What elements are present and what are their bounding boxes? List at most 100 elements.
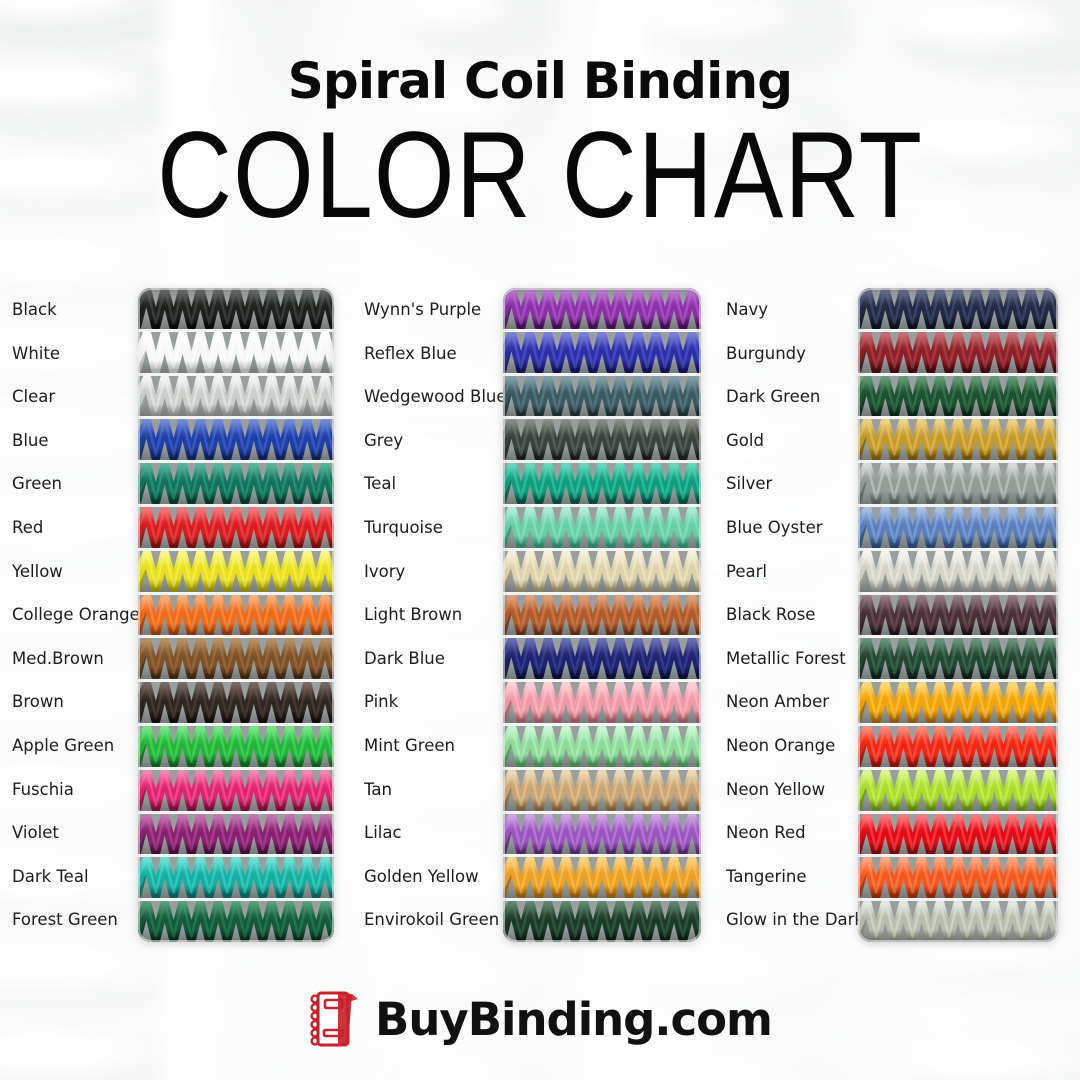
page-header: Spiral Coil Binding COLOR CHART xyxy=(0,0,1080,240)
logo-wordmark: BuyBinding.com xyxy=(375,992,773,1046)
color-swatch-row[interactable] xyxy=(138,682,334,726)
color-swatch-row[interactable] xyxy=(138,638,334,683)
color-swatch-row[interactable] xyxy=(858,901,1058,942)
color-label: Golden Yellow xyxy=(364,866,479,886)
color-label: Forest Green xyxy=(12,910,118,930)
color-swatch-row[interactable] xyxy=(503,288,701,332)
color-swatch-row[interactable] xyxy=(503,901,701,942)
color-swatch-row[interactable] xyxy=(858,682,1058,726)
color-swatch-row[interactable] xyxy=(138,813,334,858)
color-label: Burgundy xyxy=(726,343,806,363)
color-swatch-row[interactable] xyxy=(858,725,1058,770)
color-label: Envirokoil Green xyxy=(364,910,500,930)
color-column-1: Black White Clear Blue Green Red Yellow College… xyxy=(0,288,340,942)
color-swatch-row[interactable] xyxy=(138,550,334,595)
color-label: Dark Teal xyxy=(12,866,89,886)
page-title: COLOR CHART xyxy=(156,107,924,245)
footer-logo[interactable]: BuyBinding.com xyxy=(0,988,1080,1050)
color-label: Neon Yellow xyxy=(726,779,826,799)
color-swatch-row[interactable] xyxy=(138,288,334,332)
color-labels-2: Wynn's Purple Reflex Blue Wedgewood Blue Gr… xyxy=(364,288,507,942)
color-swatch-row[interactable] xyxy=(503,375,701,420)
color-swatch-row[interactable] xyxy=(503,331,701,376)
color-swatch-row[interactable] xyxy=(503,682,701,726)
swatch-panel-1 xyxy=(138,288,334,942)
color-swatch-row[interactable] xyxy=(503,638,701,683)
color-label: Brown xyxy=(12,692,64,712)
color-label: Wynn's Purple xyxy=(364,300,482,319)
swatch-panel-3 xyxy=(858,288,1058,942)
color-swatch-row[interactable] xyxy=(858,813,1058,858)
color-swatch-row[interactable] xyxy=(858,419,1058,464)
color-label: Teal xyxy=(364,474,397,494)
color-label: Fuschia xyxy=(12,779,74,799)
color-label: Gold xyxy=(726,430,764,450)
color-label: Glow in the Dark xyxy=(726,910,864,930)
color-swatch-row[interactable] xyxy=(138,769,334,814)
color-labels-3: Navy Burgundy Dark Green Gold Silver Blue Oys… xyxy=(726,288,864,942)
color-label: Dark Green xyxy=(726,387,821,407)
color-label: Mint Green xyxy=(364,735,455,755)
color-label: Light Brown xyxy=(364,605,463,625)
color-label: Pearl xyxy=(726,561,767,581)
color-swatch-row[interactable] xyxy=(503,857,701,902)
color-label: Pink xyxy=(364,692,399,712)
color-label: Green xyxy=(12,474,62,494)
color-label: Blue xyxy=(12,430,49,450)
color-label: Black Rose xyxy=(726,605,816,625)
color-swatch-row[interactable] xyxy=(503,550,701,595)
color-label: Dark Blue xyxy=(364,648,445,668)
color-label: Neon Orange xyxy=(726,735,836,755)
color-swatch-row[interactable] xyxy=(138,725,334,770)
color-label: Grey xyxy=(364,430,404,450)
color-swatch-row[interactable] xyxy=(503,769,701,814)
color-label: Yellow xyxy=(12,561,63,581)
color-label: Reflex Blue xyxy=(364,343,457,363)
page-title-top: Spiral Coil Binding xyxy=(287,52,793,110)
color-label: Neon Amber xyxy=(726,692,830,712)
color-swatch-row[interactable] xyxy=(858,375,1058,420)
color-swatch-row[interactable] xyxy=(503,463,701,507)
color-swatch-row[interactable] xyxy=(858,638,1058,683)
color-swatch-row[interactable] xyxy=(858,594,1058,639)
color-column-2: Wynn's Purple Reflex Blue Wedgewood Blue Gr… xyxy=(358,288,705,942)
color-label: Turquoise xyxy=(364,517,443,537)
color-label: Silver xyxy=(726,474,773,494)
color-label: Red xyxy=(12,517,44,537)
color-swatch-row[interactable] xyxy=(858,550,1058,595)
color-swatch-row[interactable] xyxy=(858,463,1058,507)
color-label: Black xyxy=(12,300,57,319)
color-swatch-row[interactable] xyxy=(503,594,701,639)
color-swatch-row[interactable] xyxy=(503,813,701,858)
color-label: Tan xyxy=(364,779,392,799)
color-label: Clear xyxy=(12,387,56,407)
color-label: Violet xyxy=(12,823,59,843)
color-swatch-row[interactable] xyxy=(138,506,334,551)
color-swatch-row[interactable] xyxy=(858,857,1058,902)
color-label: College Orange xyxy=(12,605,140,625)
color-swatch-row[interactable] xyxy=(858,288,1058,332)
color-label: Lilac xyxy=(364,823,402,843)
color-swatch-row[interactable] xyxy=(138,901,334,942)
color-swatch-row[interactable] xyxy=(138,594,334,639)
swatch-rows-1 xyxy=(138,288,334,942)
color-label: Med.Brown xyxy=(12,648,104,668)
color-label: Neon Red xyxy=(726,823,806,843)
color-swatch-row[interactable] xyxy=(138,463,334,507)
swatch-panel-2 xyxy=(503,288,701,942)
color-label: Apple Green xyxy=(12,735,115,755)
color-chart-columns: Black White Clear Blue Green Red Yellow College… xyxy=(0,288,1080,942)
color-swatch-row[interactable] xyxy=(138,419,334,464)
color-swatch-row[interactable] xyxy=(503,419,701,464)
color-swatch-row[interactable] xyxy=(858,769,1058,814)
color-swatch-row[interactable] xyxy=(858,506,1058,551)
color-swatch-row[interactable] xyxy=(503,506,701,551)
color-swatch-row[interactable] xyxy=(138,331,334,376)
color-swatch-row[interactable] xyxy=(503,725,701,770)
color-label: Wedgewood Blue xyxy=(364,387,507,407)
color-swatch-row[interactable] xyxy=(138,375,334,420)
color-swatch-row[interactable] xyxy=(858,331,1058,376)
spiral-notebook-icon xyxy=(308,988,360,1050)
color-swatch-row[interactable] xyxy=(138,857,334,902)
color-label: Metallic Forest xyxy=(726,648,846,668)
